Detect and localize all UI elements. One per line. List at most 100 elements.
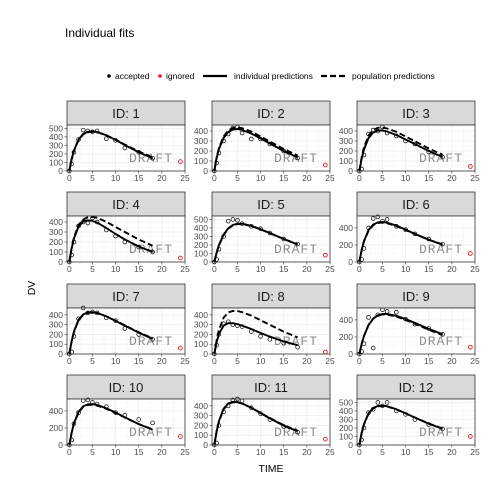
observed-point: [384, 400, 390, 405]
legend-label-pred: population predictions: [352, 71, 435, 81]
individual-prediction-line: [68, 311, 153, 355]
ignored-point: [178, 159, 183, 164]
y-tick-label: 400: [49, 406, 63, 416]
x-tick-label: 0: [67, 447, 72, 457]
x-tick-label: 5: [235, 264, 240, 274]
observed-point: [295, 430, 300, 435]
observed-point: [150, 155, 155, 161]
observed-point: [412, 321, 418, 327]
x-tick-label: 25: [470, 447, 480, 457]
x-tick-label: 10: [256, 264, 266, 274]
x-tick-label: 15: [424, 173, 434, 183]
y-tick-label: 200: [194, 146, 208, 156]
x-tick-label: 0: [67, 264, 72, 274]
observed-point: [366, 131, 371, 137]
x-tick-label: 0: [357, 447, 362, 457]
observed-point: [426, 149, 431, 155]
observed-point: [375, 128, 381, 134]
x-tick-label: 10: [111, 447, 121, 457]
y-tick-label: 200: [339, 423, 353, 433]
y-tick-label: 0: [348, 166, 353, 176]
ignored-point: [323, 252, 328, 258]
individual-prediction-line: [358, 221, 443, 263]
observed-point: [80, 219, 86, 225]
observed-point: [412, 231, 418, 237]
draft-watermark: DRAFT: [274, 242, 318, 257]
observed-point: [249, 405, 254, 411]
ignored-point: [468, 344, 473, 350]
x-tick-label: 25: [325, 356, 335, 366]
x-tick-label: 15: [279, 264, 289, 274]
observed-point: [281, 148, 286, 154]
plot-area: [67, 216, 185, 262]
y-tick-label: 400: [49, 310, 63, 320]
observed-point: [216, 150, 222, 156]
facet-strip: [356, 100, 476, 126]
observed-point: [94, 219, 100, 225]
observed-point: [216, 423, 222, 428]
legend-key-ignored: [158, 74, 162, 78]
y-tick-label: 100: [49, 247, 63, 257]
x-tick-label: 25: [325, 173, 335, 183]
observed-point: [113, 138, 118, 143]
y-tick-label: 200: [49, 149, 63, 159]
y-tick-label: 0: [58, 440, 63, 450]
x-tick-label: 15: [279, 356, 289, 366]
y-tick-label: 300: [339, 414, 353, 424]
observed-point: [71, 150, 77, 155]
observed-point: [225, 131, 231, 137]
legend-label-ignored: ignored: [166, 71, 195, 81]
facet-strip: [66, 283, 186, 309]
x-tick-label: 20: [447, 173, 457, 183]
observed-point: [361, 341, 367, 347]
individual-prediction-line: [213, 322, 298, 355]
observed-point: [90, 129, 95, 135]
individual-prediction-line: [68, 219, 153, 263]
ignored-point: [178, 255, 183, 261]
observed-point: [375, 312, 381, 318]
observed-point: [394, 133, 399, 139]
observed-point: [394, 310, 399, 315]
observed-point: [384, 309, 390, 314]
observed-point: [216, 332, 222, 337]
y-tick-label: 500: [49, 123, 63, 133]
plot-area: [212, 399, 330, 445]
observed-point: [90, 309, 95, 315]
observed-point: [258, 334, 263, 339]
individual-prediction-line: [358, 129, 443, 172]
observed-point: [225, 218, 231, 224]
y-tick-label: 500: [194, 214, 208, 224]
y-tick-label: 400: [339, 406, 353, 416]
y-axis-label: DV: [26, 281, 38, 296]
observed-point: [440, 154, 445, 160]
draft-watermark: DRAFT: [129, 425, 173, 440]
x-tick-label: 5: [90, 264, 95, 274]
y-tick-label: 0: [348, 349, 353, 359]
legend-item-pred: population predictions: [321, 71, 435, 81]
draft-watermark: DRAFT: [129, 242, 173, 257]
facet-panel: ID: 9 DRAFT 0 200 400 0 5 10 15 20 25: [339, 283, 480, 366]
x-tick-label: 20: [447, 356, 457, 366]
x-tick-label: 10: [111, 173, 121, 183]
observed-point: [235, 218, 240, 223]
facet-panel: ID: 10 DRAFT 0 200 400 0 5 10 15 20 25: [49, 374, 190, 457]
x-tick-label: 5: [90, 356, 95, 366]
panel-border: [356, 215, 476, 263]
observed-point: [221, 409, 226, 414]
y-tick-label: 200: [49, 237, 63, 247]
observed-point: [295, 155, 300, 161]
facet-strip: [66, 374, 186, 400]
y-tick-label: 0: [58, 166, 63, 176]
observed-point: [366, 410, 371, 415]
panel-border: [356, 398, 476, 446]
observed-point: [136, 150, 141, 155]
y-tick-label: 200: [194, 329, 208, 339]
observed-point: [94, 401, 100, 407]
legend-key-accepted: [107, 74, 111, 78]
x-tick-label: 15: [424, 447, 434, 457]
observed-point: [403, 227, 408, 232]
draft-watermark: DRAFT: [419, 242, 463, 257]
